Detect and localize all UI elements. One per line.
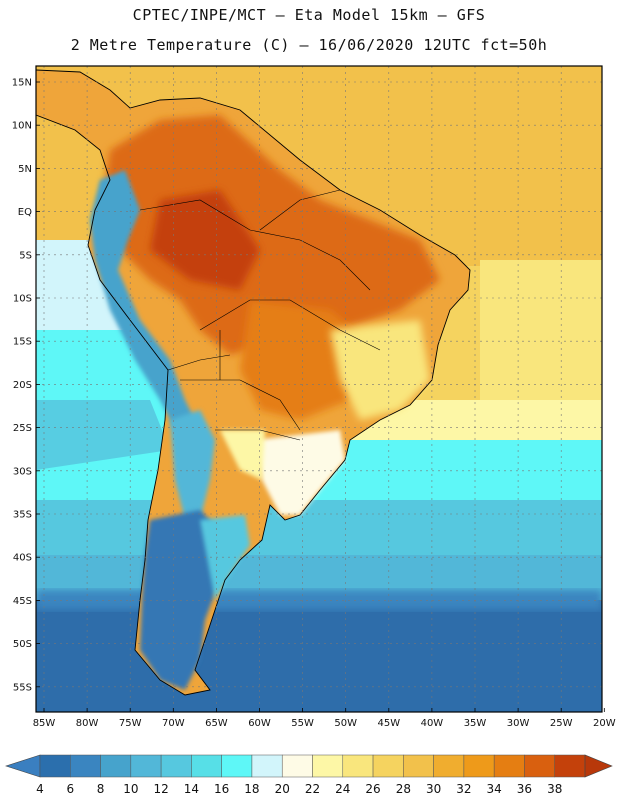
- colorbar-swatch: [281, 754, 313, 778]
- colorbar-swatch: [342, 754, 374, 778]
- lon-tick-label: 65W: [205, 718, 228, 729]
- colorbar-label: 10: [123, 782, 138, 796]
- lat-tick-label: 55S: [13, 682, 32, 693]
- colorbar-swatch: [130, 754, 162, 778]
- lon-tick-label: 50W: [334, 718, 357, 729]
- colorbar-swatch: [463, 754, 495, 778]
- latitude-labels: 15N 10N 5N EQ 5S 10S 15S 20S 25S 30S 35S 40S 45S 50S 5…: [12, 78, 40, 693]
- lat-tick-label: 5N: [18, 164, 32, 175]
- lon-tick-label: 55W: [291, 718, 314, 729]
- lon-tick-label: 70W: [162, 718, 185, 729]
- field-layer: [36, 66, 602, 712]
- lat-tick-label: 45S: [13, 596, 32, 607]
- colorbar-label: 26: [365, 782, 380, 796]
- ocean-south-band: [36, 600, 602, 712]
- lon-tick-label: 75W: [119, 718, 142, 729]
- colorbar-label: 24: [335, 782, 350, 796]
- colorbar-swatch: [160, 754, 192, 778]
- colorbar-swatch: [433, 754, 465, 778]
- lon-tick-label: 45W: [377, 718, 400, 729]
- colorbar-label: 30: [426, 782, 441, 796]
- colorbar-swatch: [554, 754, 586, 778]
- colorbar-swatch: [221, 754, 253, 778]
- lat-tick-label: 10S: [13, 294, 32, 305]
- colorbar-low-arrow: [5, 754, 41, 778]
- amazon-hottest: [150, 190, 260, 290]
- lon-tick-label: 60W: [248, 718, 271, 729]
- ocean-mid-band: [36, 500, 602, 560]
- lat-tick-label: 30S: [13, 466, 32, 477]
- colorbar-label: 12: [153, 782, 168, 796]
- lat-tick-label: 35S: [13, 510, 32, 521]
- lat-tick-label: 40S: [13, 553, 32, 564]
- lat-tick-label: EQ: [18, 207, 32, 218]
- map-title-line1: CPTEC/INPE/MCT – Eta Model 15km – GFS: [132, 6, 486, 24]
- colorbar-swatch: [70, 754, 101, 778]
- south-brazil-cool: [255, 430, 345, 515]
- pampas-cool: [200, 515, 250, 600]
- colorbar-label: 34: [487, 782, 502, 796]
- map-title-line2: 2 Metre Temperature (C) – 16/06/2020 12U…: [70, 36, 548, 54]
- colorbar: 4 6 8 10 12 14 16 18 20 22 24 26 28 30 32 34 36 38: [5, 754, 613, 796]
- colorbar-label: 22: [305, 782, 320, 796]
- lat-tick-label: 5S: [19, 250, 32, 261]
- colorbar-label: 4: [36, 782, 44, 796]
- ocean-transition-band: [36, 590, 602, 610]
- colorbar-swatch: [191, 754, 222, 778]
- lon-tick-label: 80W: [76, 718, 99, 729]
- colorbar-label: 16: [214, 782, 229, 796]
- map-frame: [35, 65, 603, 713]
- colorbar-label: 28: [396, 782, 411, 796]
- paraguay-mild: [220, 430, 265, 480]
- brazil-highlands-cool: [330, 320, 430, 420]
- andes-cold-strip: [90, 170, 195, 430]
- colorbar-swatch: [251, 754, 283, 778]
- colorbar-label: 32: [456, 782, 471, 796]
- colorbar-swatch: [403, 754, 434, 778]
- amazon-hot-core: [100, 115, 440, 355]
- colorbar-swatch: [372, 754, 404, 778]
- colorbar-swatch: [524, 754, 555, 778]
- colorbar-swatch: [312, 754, 344, 778]
- political-borders: [139, 189, 381, 441]
- colorbar-label: 8: [97, 782, 105, 796]
- lat-tick-label: 50S: [13, 639, 32, 650]
- colorbar-swatch: [493, 754, 525, 778]
- lat-tick-label: 15N: [12, 78, 32, 89]
- colorbar-label: 20: [275, 782, 290, 796]
- lon-tick-label: 35W: [464, 718, 487, 729]
- colorbar-label: 36: [517, 782, 532, 796]
- colorbar-label: 18: [244, 782, 259, 796]
- atlantic-subtrop-band: [480, 260, 602, 420]
- colorbar-swatch: [100, 754, 132, 778]
- lon-tick-label: 25W: [550, 718, 573, 729]
- colorbar-high-arrow: [584, 754, 613, 778]
- lat-tick-label: 25S: [13, 423, 32, 434]
- lon-tick-label: 30W: [507, 718, 530, 729]
- lon-tick-label: 40W: [421, 718, 444, 729]
- lat-tick-label: 20S: [13, 380, 32, 391]
- grid-lines: [36, 66, 602, 712]
- lon-tick-label: 85W: [33, 718, 56, 729]
- colorbar-swatch: [39, 754, 71, 778]
- colorbar-label: 6: [66, 782, 74, 796]
- lat-tick-label: 10N: [12, 121, 32, 132]
- pacific-mid: [36, 400, 170, 470]
- lon-tick-label: 20W: [593, 718, 616, 729]
- central-andes-cold: [170, 410, 215, 520]
- longitude-labels: 85W 80W 75W 70W 65W 60W 55W 50W 45W 40W 35W 30W 25W 2…: [33, 708, 616, 729]
- colorbar-label: 14: [184, 782, 199, 796]
- colorbar-label: 38: [547, 782, 562, 796]
- lat-tick-label: 15S: [13, 337, 32, 348]
